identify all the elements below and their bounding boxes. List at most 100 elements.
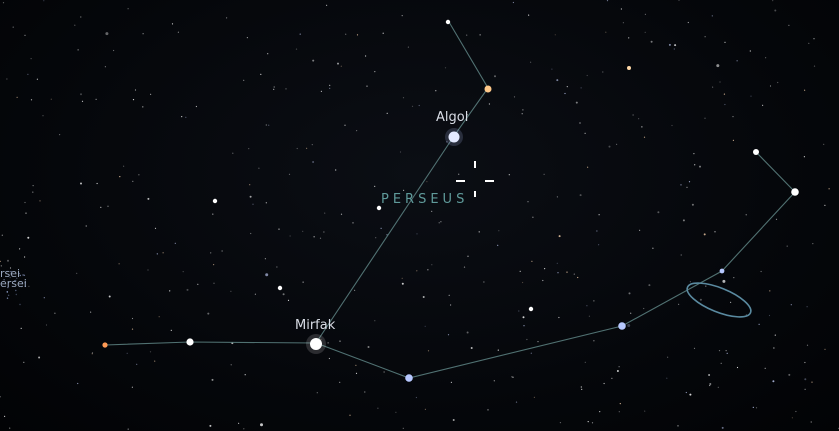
background-star — [537, 341, 539, 343]
background-star — [580, 87, 582, 89]
star-west[interactable] — [186, 338, 194, 346]
star-north-top[interactable] — [445, 19, 451, 25]
background-star — [730, 301, 732, 303]
star-north-orange[interactable] — [484, 85, 492, 93]
background-star — [2, 2, 5, 4]
background-star — [9, 427, 11, 429]
background-star — [704, 36, 706, 38]
selection-reticle-icon[interactable] — [456, 161, 494, 197]
background-star — [602, 71, 604, 73]
background-star — [403, 189, 405, 191]
background-star — [736, 60, 738, 62]
star-center[interactable] — [376, 205, 382, 211]
background-star — [265, 202, 267, 204]
background-star — [483, 281, 485, 283]
star-left-2[interactable] — [277, 285, 283, 291]
background-star — [769, 290, 771, 292]
background-star — [354, 289, 356, 291]
star-south-1[interactable] — [405, 374, 413, 382]
background-star — [685, 391, 687, 394]
background-star — [27, 73, 29, 75]
background-star — [755, 407, 758, 409]
background-star — [559, 422, 562, 424]
background-star — [632, 114, 634, 116]
star-south-3[interactable] — [719, 268, 725, 274]
background-star — [813, 38, 815, 40]
background-star — [628, 37, 630, 39]
background-star — [43, 297, 45, 299]
background-star — [786, 245, 788, 247]
background-star — [745, 214, 747, 216]
background-star — [349, 414, 351, 416]
star-south-2[interactable] — [618, 322, 626, 330]
background-star — [181, 116, 183, 118]
background-star — [50, 98, 52, 100]
background-star — [107, 205, 109, 207]
background-star — [402, 427, 404, 429]
background-star — [131, 328, 134, 330]
background-star — [254, 293, 256, 295]
background-star — [195, 105, 197, 108]
edge-label-2: ersei — [0, 277, 27, 290]
background-star — [511, 376, 513, 378]
star-label-algol: Algol — [436, 110, 469, 125]
background-star — [0, 265, 2, 267]
background-star — [580, 386, 582, 388]
background-star — [666, 377, 668, 379]
background-star — [328, 357, 330, 360]
background-star — [611, 377, 613, 379]
star-ne[interactable] — [627, 66, 631, 70]
background-star — [4, 415, 6, 417]
background-star — [752, 406, 754, 408]
background-star — [273, 86, 275, 88]
background-star — [587, 421, 589, 423]
background-star — [288, 173, 291, 175]
background-star — [375, 237, 377, 239]
background-star — [340, 65, 342, 67]
background-star — [641, 126, 643, 128]
edge-label-1: rsei — [0, 267, 21, 280]
background-star — [667, 356, 669, 358]
star-west-orange[interactable] — [102, 342, 108, 348]
background-star — [521, 113, 523, 115]
background-star — [424, 408, 426, 410]
background-star — [564, 92, 566, 95]
background-star — [243, 428, 245, 430]
background-star — [185, 116, 187, 118]
background-star — [458, 173, 460, 175]
background-star — [527, 201, 529, 203]
background-star — [803, 156, 806, 158]
background-star — [750, 95, 752, 97]
background-star — [554, 34, 556, 36]
cluster-star — [7, 294, 10, 296]
background-star — [811, 381, 813, 383]
background-star — [478, 231, 480, 233]
background-star — [431, 264, 433, 266]
background-star — [558, 316, 560, 319]
background-star — [724, 41, 726, 43]
background-star — [724, 103, 726, 106]
star-east-top[interactable] — [753, 149, 759, 155]
star-right-mid[interactable] — [528, 306, 534, 312]
star-algol[interactable] — [448, 131, 460, 143]
background-star — [479, 34, 481, 36]
background-star — [709, 383, 712, 385]
background-star — [824, 348, 826, 350]
background-star — [7, 259, 9, 262]
background-star — [694, 164, 696, 166]
background-star — [556, 262, 558, 264]
star-mirfak[interactable] — [310, 338, 322, 350]
galaxy-ellipse-icon[interactable] — [683, 276, 755, 324]
background-star — [132, 99, 135, 101]
star-east[interactable] — [791, 188, 799, 196]
background-star — [652, 247, 654, 249]
background-star — [42, 115, 44, 117]
background-star — [302, 281, 304, 283]
background-star — [463, 266, 466, 268]
star-left[interactable] — [212, 198, 218, 204]
background-star — [213, 282, 215, 284]
background-star — [772, 380, 775, 383]
background-star — [703, 233, 706, 236]
background-star — [127, 428, 129, 430]
